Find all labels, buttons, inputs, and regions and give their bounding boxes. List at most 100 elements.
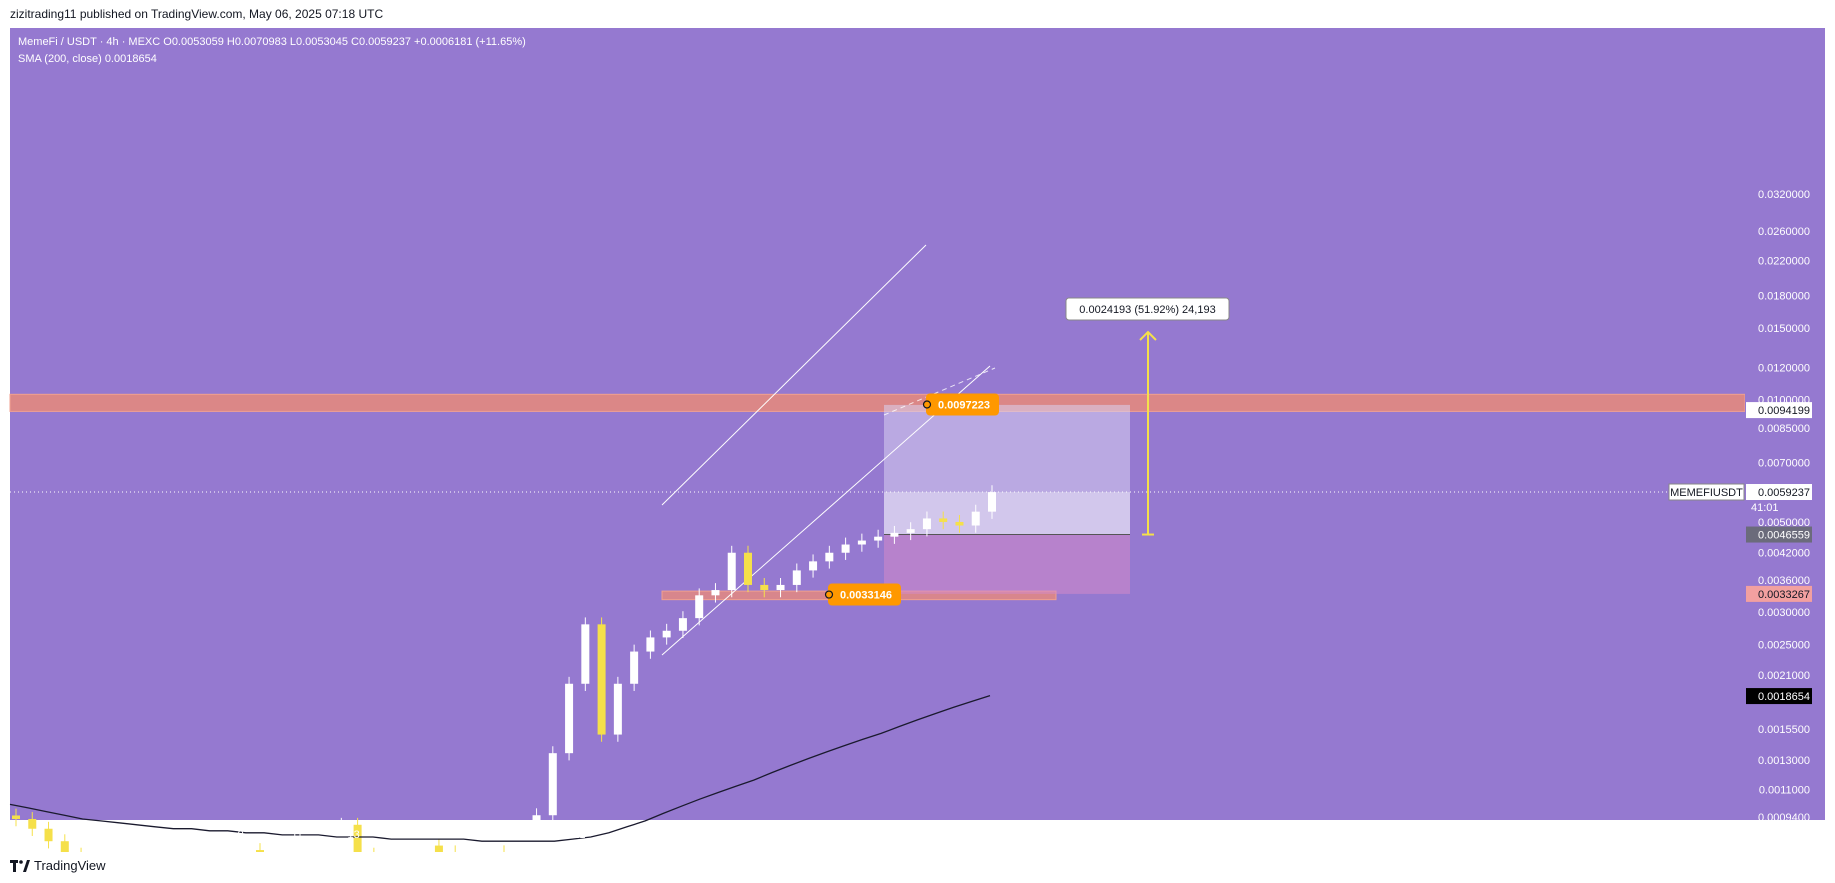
- price-tick-label: 0.0013000: [1758, 755, 1810, 767]
- tradingview-brand: TradingView: [34, 858, 106, 873]
- candle-body: [678, 618, 687, 631]
- time-tick-label: 23: [1476, 829, 1488, 841]
- candle-body: [581, 624, 590, 684]
- time-tick-label: 29: [1645, 829, 1657, 841]
- entry-price-tag: [1746, 526, 1812, 543]
- candle-body: [532, 815, 541, 848]
- time-tick-label: 21: [573, 829, 585, 841]
- candle-body: [434, 845, 443, 853]
- published-text: zizitrading11 published on TradingView.c…: [10, 7, 384, 21]
- time-tick-label: 3: [68, 829, 74, 841]
- channel-upper-line: [661, 244, 927, 506]
- time-tick-label: 9: [238, 829, 244, 841]
- candle-body: [955, 521, 964, 526]
- time-tick-label: pr: [10, 829, 20, 841]
- candle-body: [28, 818, 37, 829]
- price-badge-dot: [824, 590, 834, 599]
- resistance-tag: [1746, 402, 1812, 419]
- time-tick-label: 25: [686, 829, 698, 841]
- price-tick-label: 0.0050000: [1758, 517, 1810, 529]
- candle-body: [939, 518, 948, 522]
- price-badge-dot: [922, 400, 932, 409]
- time-tick-label: 21: [1420, 829, 1432, 841]
- candle-body: [711, 590, 720, 596]
- candle-body: [662, 630, 671, 638]
- price-tick-label: 0.0120000: [1758, 362, 1810, 374]
- time-tick-label: 25: [1533, 829, 1545, 841]
- candle-body: [890, 532, 899, 537]
- candle-body: [825, 552, 834, 562]
- price-tick-label: 0.0011000: [1759, 784, 1810, 796]
- symbol-tag: [1668, 483, 1745, 501]
- tradingview-logo[interactable]: TradingView: [10, 858, 106, 873]
- time-tick-label: 11: [1138, 829, 1149, 841]
- stop-price-tag-label: 0.0033267: [1758, 589, 1810, 601]
- candle-body: [841, 544, 850, 553]
- stop-zone-box: [884, 534, 1130, 594]
- price-tick-label: 0.0042000: [1758, 548, 1810, 560]
- candle-body: [353, 824, 362, 855]
- time-tick-label: 11: [291, 829, 302, 841]
- candle-body: [565, 683, 574, 754]
- time-tick-label: May: [851, 829, 873, 841]
- price-badge-label: 0.0097223: [938, 400, 990, 412]
- resistance-tag-label: 0.0094199: [1758, 405, 1810, 417]
- time-tick-label: 7: [1028, 829, 1034, 841]
- price-badge-label: 0.0033146: [840, 590, 892, 602]
- time-tick-label: 17: [460, 829, 472, 841]
- measure-arrow-head: [1139, 330, 1157, 341]
- price-tick-label: 0.0180000: [1758, 291, 1810, 303]
- last-price-tag-label: 0.0059237: [1758, 487, 1810, 499]
- time-tick-label: 29: [799, 829, 811, 841]
- resistance-zone: [9, 393, 1746, 412]
- footer-bar: [0, 852, 1835, 883]
- time-tick-label: 19: [1363, 829, 1375, 841]
- candle-body: [548, 753, 557, 816]
- time-tick-label: 3: [915, 829, 921, 841]
- candle-body: [792, 570, 801, 585]
- price-badge: [828, 583, 901, 606]
- candle-body: [646, 637, 655, 652]
- candle-body: [744, 552, 752, 585]
- time-tick-label: 15: [1250, 829, 1262, 841]
- price-tick-label: 0.0036000: [1758, 575, 1810, 587]
- sma-line: [9, 694, 991, 842]
- price-tick-label: 0.0085000: [1758, 423, 1810, 435]
- price-tick-label: 0.0009400: [1758, 812, 1810, 824]
- published-header: zizitrading11 published on TradingView.c…: [0, 0, 1835, 28]
- candle-body: [874, 536, 883, 541]
- price-tick-label: 0.0015500: [1758, 724, 1810, 736]
- price-tick-label: 0.0025000: [1758, 639, 1810, 651]
- candle-body: [321, 845, 330, 855]
- measure-tooltip-text: 0.0024193 (51.92%) 24,193: [1079, 304, 1215, 316]
- time-tick-label: 15: [404, 829, 416, 841]
- stop-price-tag: [1746, 585, 1812, 602]
- candle-body: [760, 584, 769, 591]
- candle-body: [630, 651, 639, 684]
- price-tick-label: 0.0021000: [1758, 670, 1810, 682]
- candle-body: [597, 624, 606, 735]
- sma-price-tag: [1746, 688, 1812, 705]
- time-tick-label: 27: [1589, 829, 1601, 841]
- legend-symbol-line: MemeFi / USDT · 4h · MEXC O0.0053059 H0.…: [18, 36, 526, 48]
- time-tick-label: Jun: [1698, 829, 1718, 841]
- price-tick-label: 0.0150000: [1758, 323, 1810, 335]
- price-badge: [926, 393, 999, 416]
- candle-body: [44, 828, 53, 842]
- projection-dashed-line: [883, 367, 996, 416]
- time-tick-label: 9: [1084, 829, 1090, 841]
- last-price-tag: [1746, 484, 1812, 501]
- candle-body: [988, 492, 996, 512]
- measure-tooltip-box: [1065, 297, 1230, 321]
- symbol-tag-label: MEMEFIUSDT: [1670, 487, 1743, 499]
- time-tick-label: 5: [971, 829, 977, 841]
- time-tick-label: 23: [630, 829, 642, 841]
- candle-body: [857, 540, 866, 545]
- candle-body: [922, 518, 931, 530]
- candle-body: [613, 683, 622, 735]
- time-tick-label: 5: [125, 829, 131, 841]
- sma-price-tag-label: 0.0018654: [1758, 691, 1810, 703]
- candle-body: [727, 552, 736, 591]
- price-tick-label: 0.0320000: [1758, 189, 1810, 201]
